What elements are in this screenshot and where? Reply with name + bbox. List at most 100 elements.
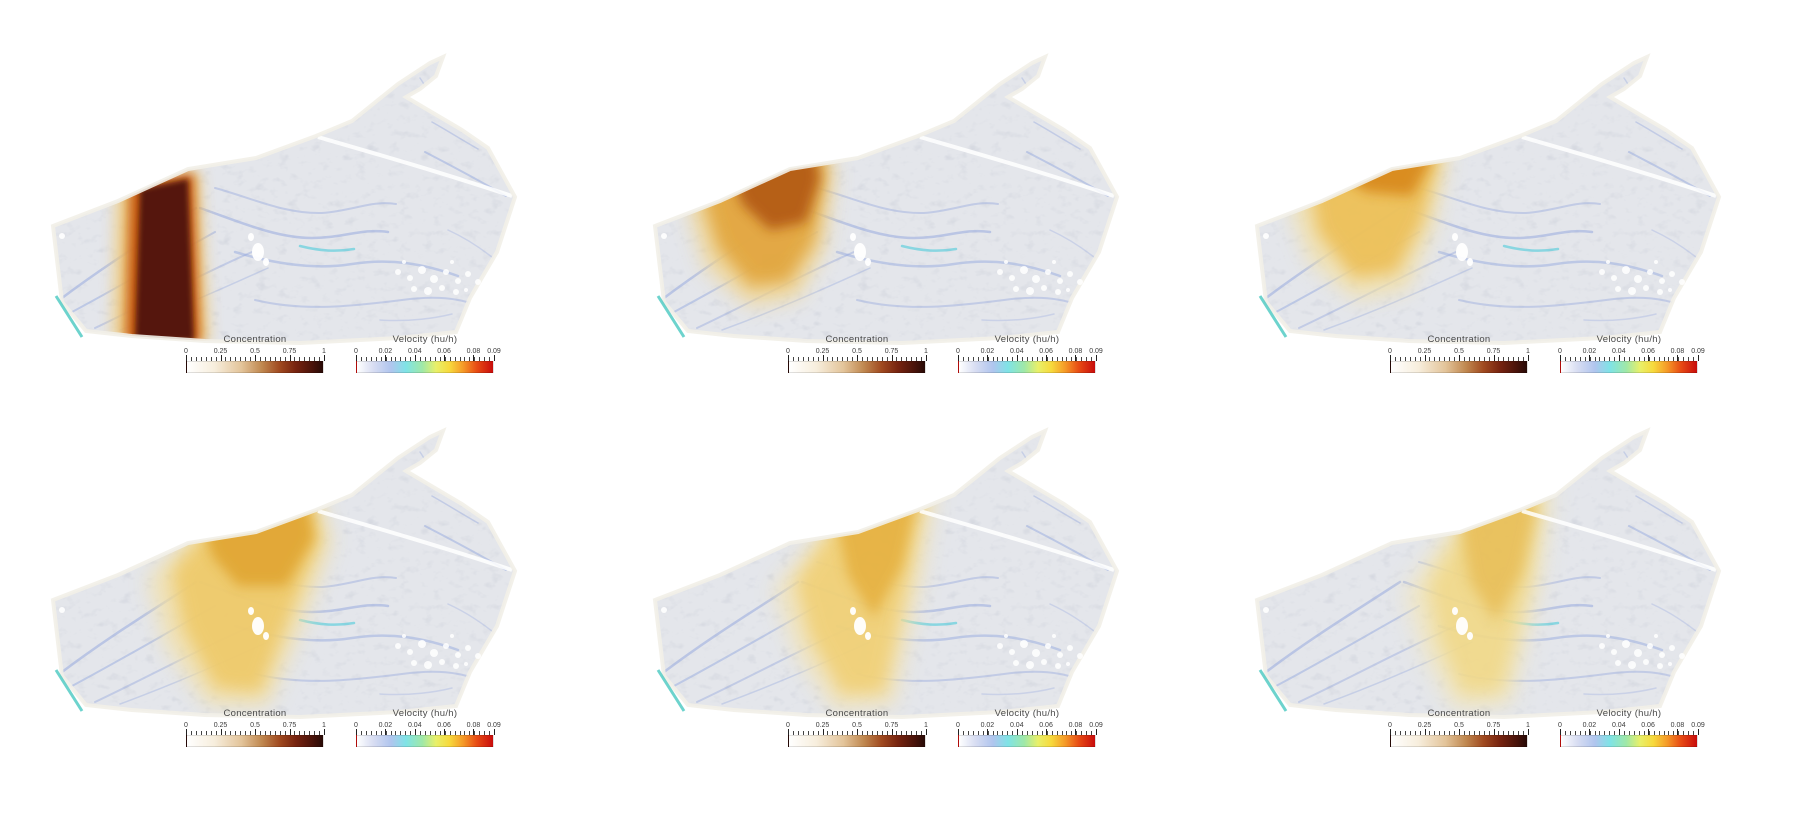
minor-tick bbox=[837, 357, 839, 361]
colorbar-tick-label: 0.06 bbox=[437, 722, 451, 729]
minor-tick bbox=[1399, 357, 1401, 361]
minor-tick bbox=[797, 357, 799, 361]
minor-tick bbox=[370, 731, 372, 735]
minor-tick bbox=[489, 731, 491, 735]
minor-tick bbox=[1673, 731, 1675, 735]
minor-tick bbox=[469, 357, 471, 361]
minor-tick bbox=[1056, 731, 1058, 735]
minor-tick bbox=[1439, 731, 1441, 735]
major-tick bbox=[385, 729, 387, 735]
major-tick bbox=[822, 729, 824, 735]
major-tick bbox=[220, 355, 222, 361]
minor-tick bbox=[294, 357, 296, 361]
minor-tick bbox=[1478, 357, 1480, 361]
minor-tick bbox=[886, 731, 888, 735]
minor-tick bbox=[1599, 731, 1601, 735]
minor-tick bbox=[992, 357, 994, 361]
island-holes bbox=[1263, 233, 1685, 295]
minor-tick bbox=[921, 731, 923, 735]
minor-tick bbox=[1609, 357, 1611, 361]
minor-tick bbox=[847, 731, 849, 735]
simulation-panel-snapshot-4: Concentration 0 0.25 0.5 0.75 1 Velocity (hu/h… bbox=[0, 416, 602, 832]
minor-tick bbox=[439, 731, 441, 735]
minor-tick bbox=[400, 357, 402, 361]
colorbar-ticks: 0 0.25 0.5 0.75 1 bbox=[786, 721, 928, 735]
minor-tick bbox=[1086, 731, 1088, 735]
minor-tick bbox=[842, 357, 844, 361]
minor-tick bbox=[284, 731, 286, 735]
major-tick bbox=[414, 729, 416, 735]
major-tick bbox=[1648, 355, 1650, 361]
minor-tick bbox=[1091, 731, 1093, 735]
colorbar-ticks: 0 0.02 0.04 0.06 0.08 0.09 bbox=[1558, 721, 1705, 735]
terrain-map bbox=[652, 427, 1120, 720]
minor-tick bbox=[886, 357, 888, 361]
colorbar-tick-label: 0.09 bbox=[487, 722, 501, 729]
minor-tick bbox=[319, 357, 321, 361]
minor-tick bbox=[1434, 357, 1436, 361]
colorbar-title: Concentration bbox=[1427, 708, 1491, 719]
colorbar-ticks: 0 0.02 0.04 0.06 0.08 0.09 bbox=[354, 721, 501, 735]
major-tick bbox=[356, 729, 357, 735]
colorbar-title: Velocity (hu/h) bbox=[994, 708, 1060, 719]
minor-tick bbox=[484, 731, 486, 735]
minor-tick bbox=[852, 731, 854, 735]
minor-tick bbox=[837, 731, 839, 735]
minor-tick bbox=[284, 357, 286, 361]
major-tick bbox=[186, 355, 187, 361]
minor-tick bbox=[210, 731, 212, 735]
minor-tick bbox=[479, 357, 481, 361]
minor-tick bbox=[832, 357, 834, 361]
minor-tick bbox=[319, 731, 321, 735]
minor-tick bbox=[449, 357, 451, 361]
minor-tick bbox=[1564, 731, 1566, 735]
minor-tick bbox=[1624, 357, 1626, 361]
minor-tick bbox=[1046, 731, 1048, 735]
minor-tick bbox=[1658, 731, 1660, 735]
minor-tick bbox=[429, 731, 431, 735]
minor-tick bbox=[230, 357, 232, 361]
colorbar-tick-label: 0.08 bbox=[466, 722, 481, 729]
colorbar-ticks: 0 0.25 0.5 0.75 1 bbox=[184, 347, 326, 361]
simulation-panel-snapshot-1: Concentration 0 0.25 0.5 0.75 1 Velocity (hu/h… bbox=[0, 0, 602, 416]
concentration-colorbar: Concentration 0 0.25 0.5 0.75 1 bbox=[786, 708, 928, 747]
colorbar-tick-label: 0.09 bbox=[487, 348, 501, 355]
colorbar-title: Concentration bbox=[223, 708, 287, 719]
minor-tick bbox=[1022, 357, 1024, 361]
minor-tick bbox=[1007, 731, 1009, 735]
minor-tick bbox=[1693, 731, 1695, 735]
minor-tick bbox=[802, 357, 804, 361]
minor-tick bbox=[425, 357, 426, 361]
minor-tick bbox=[861, 731, 863, 735]
minor-tick bbox=[240, 357, 242, 361]
minor-tick bbox=[434, 357, 436, 361]
island-holes bbox=[59, 233, 481, 295]
minor-tick bbox=[454, 357, 456, 361]
colorbar-gradient bbox=[958, 361, 1096, 373]
major-tick bbox=[289, 355, 291, 361]
minor-tick bbox=[200, 357, 202, 361]
minor-tick bbox=[1663, 357, 1665, 361]
major-tick bbox=[494, 729, 495, 735]
minor-tick bbox=[827, 731, 829, 735]
minor-tick bbox=[264, 357, 266, 361]
colorbar-tick-label: 0.08 bbox=[466, 348, 481, 355]
minor-tick bbox=[1604, 731, 1606, 735]
minor-tick bbox=[1404, 357, 1406, 361]
terrain-map bbox=[50, 427, 518, 720]
minor-tick bbox=[269, 357, 271, 361]
minor-tick bbox=[360, 357, 362, 361]
colorbar-tick-label: 0.02 bbox=[980, 722, 995, 729]
colorbar-tick-label: 0.06 bbox=[1039, 722, 1053, 729]
colorbar-title: Velocity (hu/h) bbox=[392, 708, 458, 719]
minor-tick bbox=[871, 357, 873, 361]
minor-tick bbox=[269, 731, 271, 735]
minor-tick bbox=[1579, 357, 1581, 361]
major-tick bbox=[1677, 355, 1679, 361]
colorbar-tick-label: 0 bbox=[354, 348, 358, 355]
minor-tick bbox=[1012, 731, 1014, 735]
colorbar-ticks: 0 0.02 0.04 0.06 0.08 0.09 bbox=[354, 347, 501, 361]
minor-tick bbox=[1508, 357, 1510, 361]
minor-tick bbox=[314, 731, 316, 735]
